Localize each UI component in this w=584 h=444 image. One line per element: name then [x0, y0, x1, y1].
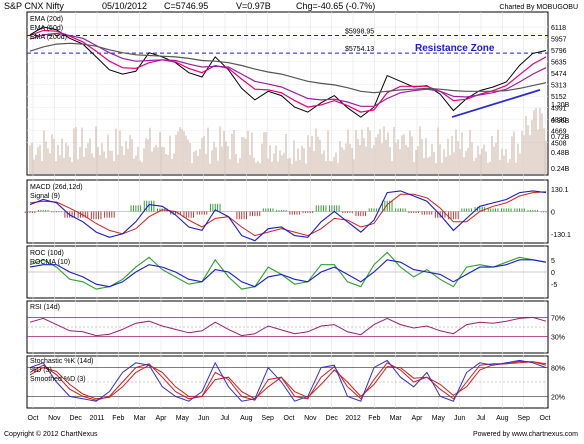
x-tick-label: Mar [390, 415, 403, 422]
x-tick-label: May [176, 415, 190, 422]
volume-tick-label: 0.96B [551, 118, 570, 125]
rocma-line [29, 259, 547, 288]
macd-legend-entry: MACD (26d,12d) [30, 184, 83, 191]
price-tick-label: 4830 [551, 117, 567, 124]
signal-legend-entry: Signal (9) [30, 193, 60, 200]
volume-tick-label: 0.24B [551, 166, 570, 173]
axis-labels: Oct Nov Dec 2011 Feb Mar Apr May Jun Jul Aug Sep Oct… [28, 16, 571, 422]
x-tick-label: Oct [284, 415, 295, 422]
date-label: 05/10/2012 [102, 1, 147, 11]
change-label: Chg=-40.65 (-0.7%) [296, 1, 375, 11]
price-legend-entry: EMA (20d) [30, 16, 63, 23]
series-lines [27, 26, 548, 402]
resistance-upper-label: $5998.95 [345, 29, 374, 36]
price-legend-entry: EMA (50d) [30, 25, 63, 32]
price-tick-label: 5957 [551, 37, 567, 44]
x-tick-label: Feb [112, 415, 124, 422]
stochastic-tick-label: 20% [551, 394, 565, 401]
price-series-0 [29, 26, 547, 118]
d-line [29, 360, 547, 401]
x-tick-label: Dec [69, 415, 82, 422]
stoch-smoothed-legend-entry: Smoothed %D (3) [30, 376, 86, 383]
rsi-tick-label: 30% [551, 335, 565, 342]
volume-tick-label: 0.48B [551, 150, 570, 157]
price-tick-label: 4508 [551, 140, 567, 147]
symbol-title: S&P CNX Nifty [4, 1, 64, 11]
x-tick-label: Aug [496, 415, 509, 422]
price-tick-label: 6118 [551, 25, 566, 32]
rsi-tick-label: 70% [551, 315, 565, 322]
stoch-k-legend-entry: Stochastic %K (14d) [30, 358, 93, 365]
volume-bars [29, 107, 547, 174]
x-tick-label: Aug [240, 415, 253, 422]
price-tick-label: 4991 [551, 106, 567, 113]
x-tick-label: Jul [221, 415, 230, 422]
x-tick-label: Feb [368, 415, 380, 422]
macd-line [29, 190, 547, 242]
grid-layer [27, 12, 548, 408]
x-tick-label: Oct [540, 415, 551, 422]
resistance-zone-label: Resistance Zone [415, 43, 495, 54]
powered-by-label: Powered by www.chartnexus.com [473, 431, 578, 438]
x-tick-label: Jul [477, 415, 486, 422]
x-tick-label: Mar [134, 415, 147, 422]
charted-by-label: Charted By MOBUGOBU [499, 4, 578, 11]
rsi-line [29, 316, 547, 337]
x-tick-label: Dec [325, 415, 338, 422]
support-trendline [451, 89, 541, 118]
rocma-legend-entry: ROCMA (10) [30, 259, 70, 266]
macd-tick-label: -130.1 [551, 232, 571, 239]
price-tick-label: 5635 [551, 60, 567, 67]
price-tick-label: 5152 [551, 94, 567, 101]
macd-tick-label: 0 [551, 210, 555, 217]
signal-line [29, 191, 547, 237]
close-label: C=5746.95 [164, 1, 208, 11]
resistance-lower-label: $5754.13 [345, 46, 374, 53]
price-panel [26, 11, 549, 176]
macd-tick-label: 130.1 [551, 187, 569, 194]
price-tick-label: 4669 [551, 129, 567, 136]
x-tick-label: Jun [198, 415, 209, 422]
price-series-1 [29, 29, 547, 113]
k-line [29, 359, 547, 402]
x-tick-label: Apr [156, 415, 168, 422]
stochastic-tick-label: 80% [551, 366, 565, 373]
x-tick-label: Nov [48, 415, 61, 422]
roc-tick-label: -5 [551, 282, 557, 289]
x-tick-label: Apr [412, 415, 424, 422]
price-legend-entry: EMA (200d) [30, 34, 67, 41]
x-tick-label: 2012 [345, 415, 361, 422]
price-series-3 [29, 42, 547, 94]
roc-tick-label: 5 [551, 258, 555, 265]
volume-label: V=0.97B [236, 1, 271, 11]
price-tick-label: 5313 [551, 83, 567, 90]
x-tick-label: May [432, 415, 446, 422]
volume-tick-label: 1.20B [551, 102, 570, 109]
x-tick-label: Sep [261, 415, 274, 422]
roc-line [29, 251, 547, 290]
roc-legend-entry: ROC (10d) [30, 250, 64, 257]
x-tick-label: Nov [304, 415, 317, 422]
stoch-d-legend-entry: %D (3) [30, 367, 52, 374]
x-tick-label: Jun [454, 415, 465, 422]
rsi-legend-entry: RSI (14d) [30, 304, 60, 311]
x-tick-label: Sep [517, 415, 530, 422]
price-tick-label: 5474 [551, 71, 567, 78]
macd-histogram [24, 200, 552, 220]
price-tick-label: 5796 [551, 48, 567, 55]
copyright-label: Copyright © 2012 ChartNexus [4, 430, 98, 438]
roc-tick-label: 0 [551, 270, 555, 277]
volume-tick-label: 0.72B [551, 134, 570, 141]
x-tick-label: Oct [28, 415, 39, 422]
x-tick-label: 2011 [89, 415, 104, 422]
price-series-2 [29, 32, 547, 107]
